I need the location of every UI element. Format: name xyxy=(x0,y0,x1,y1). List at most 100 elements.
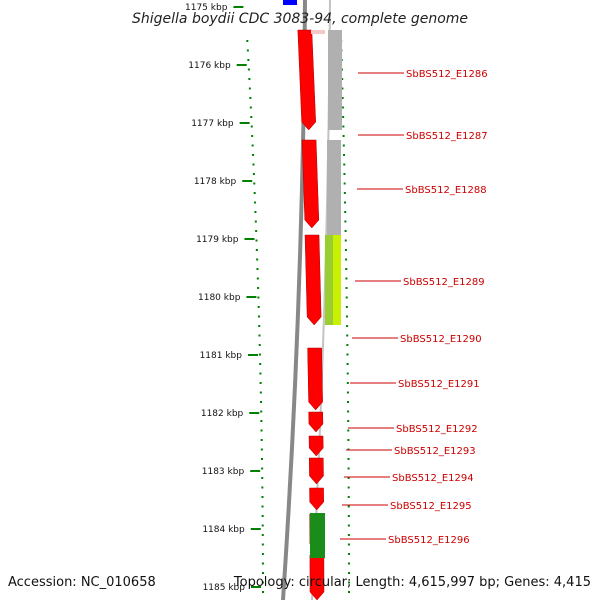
tick-dot xyxy=(248,78,251,80)
gene-labels: SbBS512_E1286 SbBS512_E1287 SbBS512_E1288 S… xyxy=(340,69,488,546)
scale-tick-label: 1178 kbp xyxy=(194,177,237,187)
tick-dot xyxy=(345,306,348,308)
tick-dot xyxy=(344,211,347,213)
tick-dot xyxy=(254,201,257,204)
tick-dot xyxy=(347,410,350,413)
gene-label: SbBS512_E1296 xyxy=(388,535,470,546)
tick-dot xyxy=(252,173,255,175)
scale-tick-label: 1176 kbp xyxy=(188,61,231,71)
tick-dot xyxy=(249,97,252,99)
cds-arrow xyxy=(307,347,323,411)
map-title: Shigella boydii CDC 3083-94, complete ge… xyxy=(132,11,468,27)
tick-dot xyxy=(347,581,350,584)
tick-dot xyxy=(346,382,349,384)
tick-dot xyxy=(347,572,350,574)
tick-dot xyxy=(346,334,349,337)
cds-arrow xyxy=(308,457,324,485)
tick-dot xyxy=(343,173,346,175)
tick-dot xyxy=(347,562,350,565)
tick-dot xyxy=(347,515,350,517)
tick-dot xyxy=(261,543,264,546)
tick-dot xyxy=(250,125,253,128)
tick-dot xyxy=(260,401,263,403)
cds-arrow xyxy=(308,411,324,433)
tick-dot xyxy=(261,496,264,498)
tick-dot xyxy=(343,163,346,166)
tick-dot xyxy=(341,87,344,90)
tick-dot xyxy=(253,182,256,185)
tick-dot xyxy=(261,572,264,574)
tick-dot xyxy=(347,429,350,432)
scale-tick-label: 1185 kbp xyxy=(203,583,246,593)
gene-label: SbBS512_E1289 xyxy=(403,277,485,288)
tick-dot xyxy=(248,87,251,90)
tick-dot xyxy=(256,277,259,280)
tick-dot xyxy=(253,192,256,194)
feature-track xyxy=(283,0,342,600)
tick-dot xyxy=(256,258,259,261)
tick-dot xyxy=(347,486,350,489)
scale-tick-label: 1177 kbp xyxy=(191,119,234,129)
tick-dot xyxy=(261,553,264,555)
tick-dot xyxy=(342,116,345,118)
scale-ticks: 1175 kbp 1176 kbp 1177 kbp 1178 kbp 1179 kbp… xyxy=(185,3,261,593)
tick-dot xyxy=(261,505,264,508)
tick-dot xyxy=(261,534,264,536)
tick-dot xyxy=(250,116,253,118)
tick-dot xyxy=(257,287,260,289)
cds-arrow xyxy=(297,29,316,131)
tick-dot xyxy=(347,420,350,422)
tick-dot xyxy=(260,429,263,432)
cds-arrow xyxy=(304,234,322,326)
green-feature xyxy=(310,513,325,558)
cds-arrow xyxy=(309,487,324,511)
tick-dot xyxy=(261,562,264,565)
tick-dot xyxy=(347,543,350,546)
tick-dot xyxy=(258,344,261,346)
tick-dot xyxy=(347,524,350,527)
tick-dot xyxy=(255,239,258,242)
scale-tick-label: 1179 kbp xyxy=(196,235,239,245)
tick-dot xyxy=(246,49,249,52)
tick-dot xyxy=(255,249,258,251)
tick-dot xyxy=(344,249,347,251)
scale-tick-label: 1183 kbp xyxy=(202,467,245,477)
tick-dot xyxy=(346,353,349,356)
tick-dot xyxy=(260,448,263,451)
tick-dot xyxy=(252,154,255,156)
tick-dot xyxy=(346,344,349,346)
pink-feature xyxy=(311,30,325,34)
tick-dot xyxy=(261,524,264,527)
tick-dot xyxy=(260,410,263,413)
tick-dot xyxy=(260,439,263,441)
accession-text: Accession: NC_010658 xyxy=(8,575,156,590)
gene-label: SbBS512_E1292 xyxy=(396,424,478,435)
tick-dot xyxy=(257,306,260,308)
tick-dot xyxy=(343,154,346,156)
scale-tick-label: 1184 kbp xyxy=(202,525,245,535)
tick-dot xyxy=(347,467,350,470)
tick-dot xyxy=(347,401,350,403)
scale-tick-label: 1175 kbp xyxy=(185,3,228,13)
tick-dot xyxy=(341,106,344,109)
tick-dot xyxy=(347,439,350,441)
cds-arrow xyxy=(301,139,320,229)
tick-dot xyxy=(347,553,350,555)
tick-dot xyxy=(261,467,264,470)
tick-dot xyxy=(254,220,257,223)
tick-dot xyxy=(341,97,344,99)
tick-dot xyxy=(246,40,249,42)
tick-dot xyxy=(247,68,250,71)
tick-dot xyxy=(347,591,350,593)
tick-dots xyxy=(246,40,350,593)
tick-dot xyxy=(254,211,257,213)
tick-dot xyxy=(344,230,347,232)
tick-dot xyxy=(251,135,254,137)
tick-dot xyxy=(343,182,346,185)
tick-dot xyxy=(347,458,350,460)
tick-dot xyxy=(261,581,264,584)
tick-dot xyxy=(261,486,264,489)
gene-label: SbBS512_E1286 xyxy=(406,69,488,80)
tick-dot xyxy=(260,420,263,422)
